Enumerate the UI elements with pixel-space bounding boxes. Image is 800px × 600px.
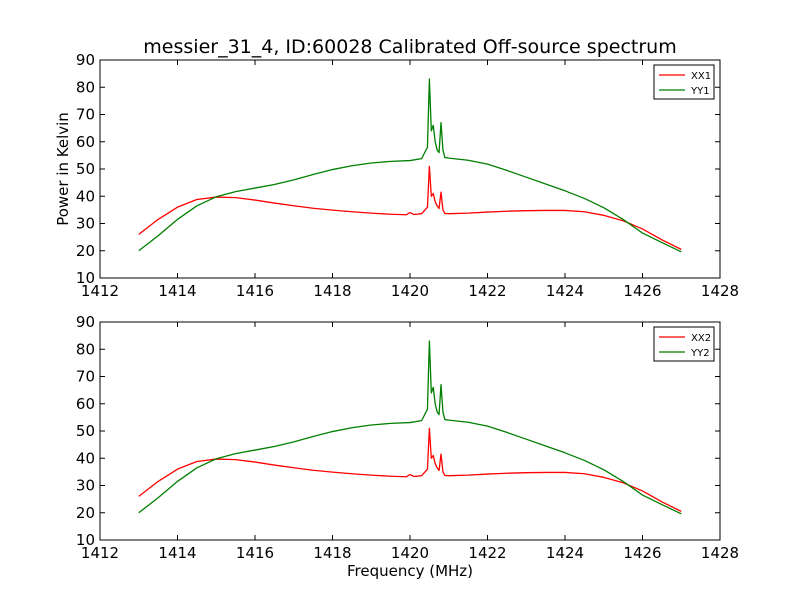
y-tick-label: 20 <box>76 242 95 260</box>
y-tick-label: 80 <box>76 78 95 96</box>
y-tick-label: 60 <box>76 133 95 151</box>
y-tick-label: 90 <box>76 51 95 69</box>
legend-label-xx2: XX2 <box>691 333 711 344</box>
legend-label-xx1: XX1 <box>691 71 711 82</box>
y-tick-label: 80 <box>76 340 95 358</box>
top-subplot: 1412 1414 1416 1418 1420 1422 1424 1426 1428 10 20… <box>76 51 739 300</box>
x-tick-label: 1418 <box>313 544 351 562</box>
x-tick-label: 1426 <box>623 282 661 300</box>
x-tick-label: 1428 <box>701 282 739 300</box>
x-tick-label: 1416 <box>236 282 274 300</box>
y-tick-label: 20 <box>76 504 95 522</box>
bottom-subplot: 1412 1414 1416 1418 1420 1422 1424 1426 1428 10 20… <box>76 313 739 562</box>
series-line-yy2 <box>138 340 682 515</box>
y-tick-label: 70 <box>76 368 95 386</box>
x-tick-label: 1412 <box>81 282 119 300</box>
x-tick-label: 1428 <box>701 544 739 562</box>
x-tick-label: 1424 <box>546 282 584 300</box>
y-tick-label: 50 <box>76 160 95 178</box>
y-axis-label: Power in Kelvin <box>54 112 72 226</box>
x-tick-label: 1422 <box>468 282 506 300</box>
x-tick-label: 1416 <box>236 544 274 562</box>
y-tick-label: 60 <box>76 395 95 413</box>
y-tick-label: 70 <box>76 106 95 124</box>
x-tick-label: 1426 <box>623 544 661 562</box>
x-tick-label: 1414 <box>158 544 196 562</box>
x-tick-label: 1412 <box>81 544 119 562</box>
x-tick-label: 1422 <box>468 544 506 562</box>
y-tick-label: 40 <box>76 187 95 205</box>
legend-box <box>653 64 715 100</box>
series-line-xx2 <box>138 427 682 512</box>
x-tick-label: 1414 <box>158 282 196 300</box>
x-tick-label: 1418 <box>313 282 351 300</box>
x-tick-label: 1424 <box>546 544 584 562</box>
y-tick-label: 10 <box>76 531 95 549</box>
figure-title: messier_31_4, ID:60028 Calibrated Off-so… <box>143 36 676 58</box>
series-line-yy1 <box>138 78 682 253</box>
y-tick-label: 30 <box>76 215 95 233</box>
x-tick-label: 1420 <box>391 544 429 562</box>
x-axis-label: Frequency (MHz) <box>347 562 473 580</box>
y-tick-label: 10 <box>76 269 95 287</box>
series-line-xx1 <box>138 165 682 250</box>
x-tick-label: 1420 <box>391 282 429 300</box>
y-tick-label: 50 <box>76 422 95 440</box>
legend-label-yy2: YY2 <box>690 348 710 359</box>
y-tick-label: 40 <box>76 449 95 467</box>
legend-box <box>653 326 715 362</box>
legend-label-yy1: YY1 <box>690 86 710 97</box>
y-tick-label: 90 <box>76 313 95 331</box>
y-tick-label: 30 <box>76 477 95 495</box>
